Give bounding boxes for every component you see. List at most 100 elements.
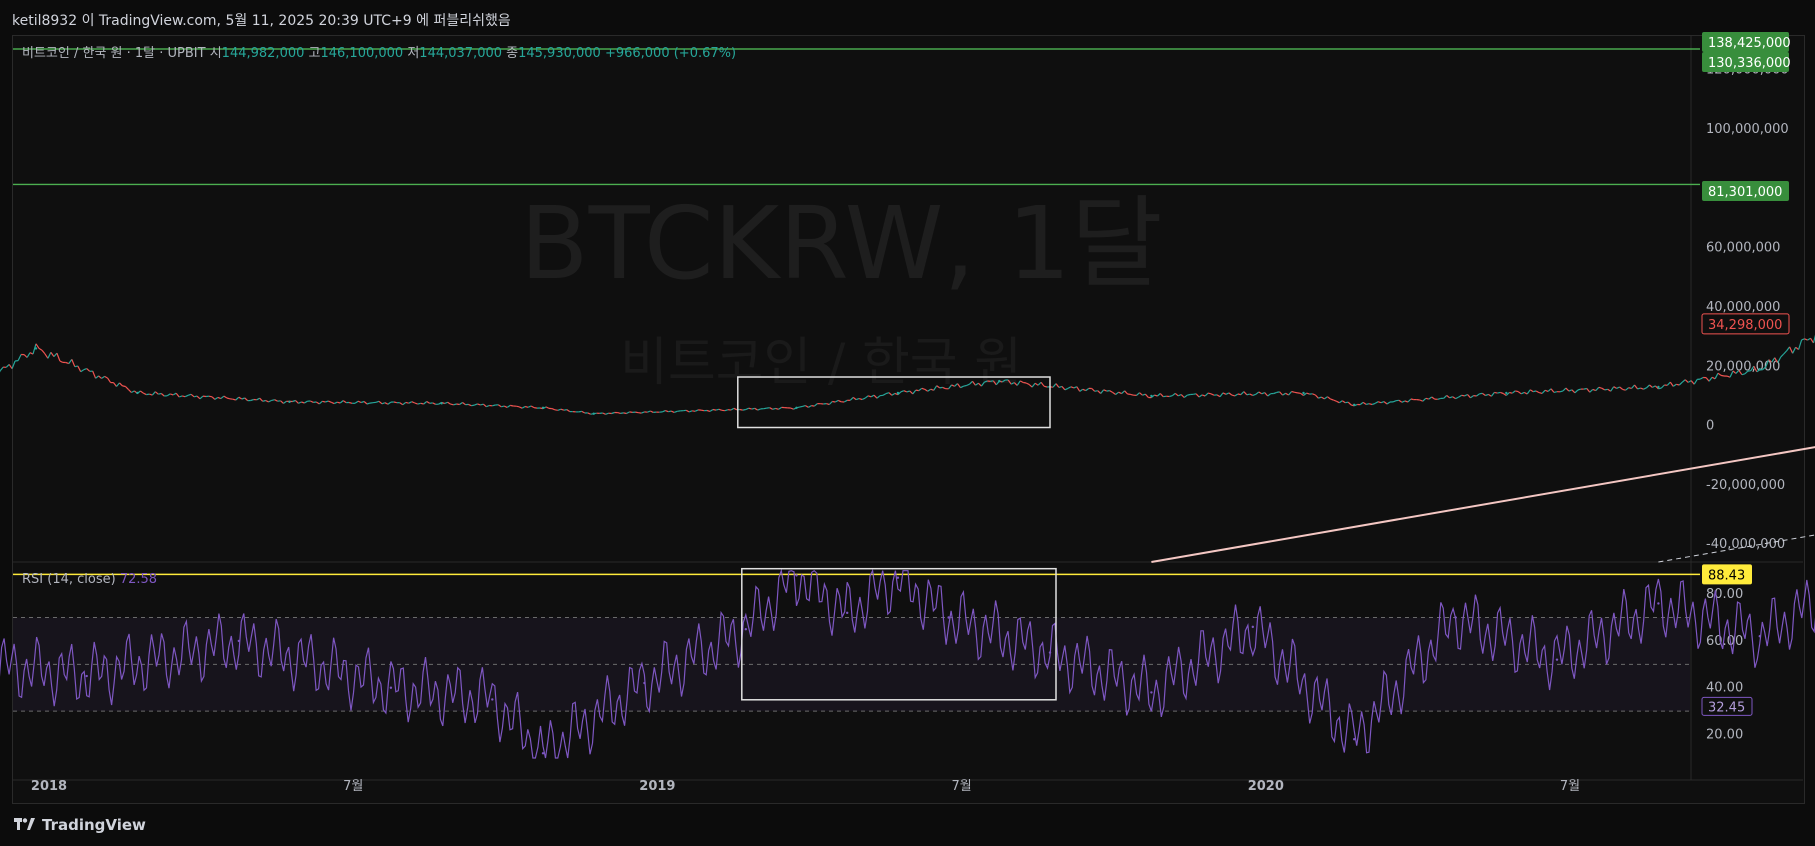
price-segment — [486, 404, 490, 408]
price-segment — [1425, 397, 1429, 400]
price-segment — [1043, 385, 1048, 388]
price-segment — [402, 401, 407, 406]
price-segment — [951, 384, 955, 387]
price-segment — [149, 393, 153, 396]
price-segment — [432, 402, 436, 405]
price-segment — [733, 407, 738, 411]
rsi-point — [1758, 635, 1762, 638]
footer-brand: TradingView — [42, 816, 146, 834]
price-segment — [244, 397, 249, 402]
channel-upper-line — [1151, 446, 1815, 563]
price-segment — [849, 396, 854, 401]
price-segment — [1419, 399, 1424, 402]
rsi-point — [541, 752, 545, 755]
price-segment — [1798, 339, 1803, 350]
price-segment — [1159, 393, 1164, 398]
price-segment — [250, 398, 254, 402]
price-point — [1302, 391, 1305, 395]
time-tick-label: 2019 — [639, 779, 675, 794]
price-segment — [1079, 388, 1084, 392]
price-segment — [1550, 388, 1555, 393]
price-segment — [1407, 398, 1412, 403]
price-segment — [620, 412, 624, 414]
price-segment — [927, 388, 932, 392]
price-segment — [551, 408, 556, 411]
price-segment — [1455, 396, 1459, 400]
price-segment — [32, 343, 37, 355]
price-segment — [957, 383, 961, 389]
price-segment — [1076, 386, 1081, 392]
price-segment — [1115, 391, 1119, 395]
price-segment — [1464, 393, 1468, 397]
price-tick-label: 100,000,000 — [1706, 122, 1789, 137]
price-segment — [948, 384, 953, 390]
price-segment — [873, 394, 878, 399]
price-segment — [1097, 390, 1102, 394]
price-segment — [1640, 387, 1644, 390]
horizontal-line-label: 138,425,000 — [1708, 36, 1791, 51]
tradingview-footer[interactable]: TradingView — [14, 816, 146, 834]
price-segment — [322, 400, 326, 403]
price-segment — [1258, 391, 1263, 395]
price-segment — [17, 354, 22, 361]
price-segment — [1040, 381, 1045, 387]
price-segment — [992, 380, 997, 386]
price-segment — [1204, 392, 1209, 397]
price-segment — [1225, 392, 1230, 395]
price-legend: 비트코인 / 한국 원 · 1달 · UPBIT 시144,982,000 고1… — [22, 46, 736, 61]
price-segment — [107, 377, 112, 383]
price-segment — [811, 405, 815, 407]
watermark-title: BTCKRW, 1달 — [520, 185, 1163, 302]
price-segment — [47, 352, 52, 359]
price-segment — [769, 407, 773, 410]
price-segment — [1312, 393, 1316, 396]
price-segment — [1690, 380, 1695, 385]
rsi-point — [389, 686, 393, 689]
price-segment — [1789, 346, 1794, 354]
price-segment — [1431, 396, 1436, 400]
rsi-point — [947, 616, 950, 619]
price-segment — [757, 408, 761, 411]
price-segment — [694, 409, 699, 412]
price-segment — [1562, 387, 1567, 392]
price-segment — [891, 392, 896, 396]
price-segment — [1314, 394, 1319, 399]
price-segment — [1279, 391, 1284, 396]
time-tick-label: 2018 — [31, 779, 67, 794]
price-segment — [966, 383, 970, 387]
price-segment — [1786, 346, 1791, 352]
rsi-point — [795, 574, 798, 577]
rsi-point — [85, 674, 88, 678]
price-segment — [1529, 389, 1534, 393]
price-segment — [670, 410, 675, 413]
price-segment — [1765, 359, 1770, 368]
price-segment — [318, 400, 323, 405]
price-segment — [354, 400, 359, 404]
price-segment — [718, 408, 723, 411]
price-segment — [1500, 391, 1504, 395]
rsi-point — [1251, 625, 1255, 629]
price-segment — [876, 395, 881, 399]
price-segment — [617, 412, 621, 414]
price-segment — [1023, 381, 1027, 384]
price-segment — [262, 399, 266, 402]
price-segment — [984, 380, 988, 383]
price-segment — [310, 400, 314, 403]
chart-frame[interactable] — [12, 35, 1805, 804]
price-segment — [1187, 393, 1191, 396]
price-segment — [1067, 386, 1072, 389]
price-segment — [1783, 350, 1788, 355]
price-segment — [292, 399, 296, 403]
price-segment — [1595, 386, 1600, 392]
price-segment — [1687, 380, 1692, 383]
price-segment — [1771, 357, 1776, 363]
price-segment — [154, 391, 159, 395]
price-segment — [724, 409, 729, 412]
price-segment — [426, 400, 431, 404]
price-segment — [268, 399, 272, 403]
price-segment — [280, 400, 284, 404]
price-segment — [414, 402, 418, 405]
price-segment — [1124, 390, 1128, 395]
price-segment — [301, 401, 305, 404]
